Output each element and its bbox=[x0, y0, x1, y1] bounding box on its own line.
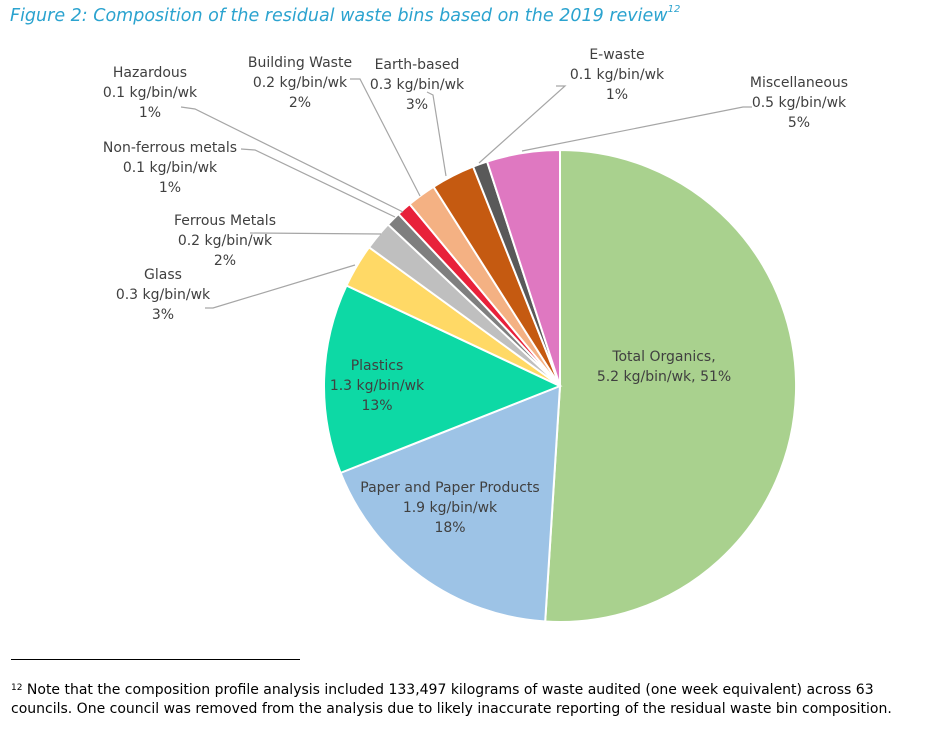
pie-label-ferrous-metals: Ferrous Metals 0.2 kg/bin/wk 2% bbox=[174, 213, 276, 269]
pie-slices bbox=[323, 148, 798, 623]
leader-line-building-waste bbox=[350, 78, 421, 197]
leader-line-hazardous bbox=[180, 106, 404, 213]
pie-slice-total-organics bbox=[544, 148, 798, 623]
leader-line-miscellaneous bbox=[521, 106, 752, 152]
pie-label-glass: Glass 0.3 kg/bin/wk 3% bbox=[116, 267, 211, 323]
footnote: 12 Note that the composition profile ana… bbox=[11, 681, 936, 719]
pie-leader-lines bbox=[180, 78, 752, 309]
pie-label-e-waste: E-waste 0.1 kg/bin/wk 1% bbox=[570, 47, 665, 103]
pie-label-non-ferrous-metals: Non-ferrous metals 0.1 kg/bin/wk 1% bbox=[103, 140, 237, 196]
figure-title: Figure 2: Composition of the residual wa… bbox=[10, 4, 681, 26]
pie-label-hazardous: Hazardous 0.1 kg/bin/wk 1% bbox=[103, 65, 198, 121]
footnote-ref: 12 bbox=[11, 683, 23, 693]
leader-line-ferrous-metals bbox=[249, 232, 382, 235]
pie-slice-plastics bbox=[323, 284, 563, 475]
leader-line-glass bbox=[205, 264, 356, 309]
figure-title-text: Figure 2: Composition of the residual wa… bbox=[10, 6, 668, 26]
pie-label-paper-and-paper-products: Paper and Paper Products 1.9 kg/bin/wk 18% bbox=[360, 480, 539, 536]
leader-line-non-ferrous-metals bbox=[240, 148, 396, 218]
pie-label-building-waste: Building Waste 0.2 kg/bin/wk 2% bbox=[248, 55, 352, 111]
pie-label-plastics: Plastics 1.3 kg/bin/wk 13% bbox=[330, 358, 425, 414]
pie-label-total-organics: Total Organics, 5.2 kg/bin/wk, 51% bbox=[597, 349, 731, 385]
leader-line-earth-based bbox=[426, 91, 447, 177]
pie-chart: Total Organics, 5.2 kg/bin/wk, 51% Paper a… bbox=[103, 47, 848, 623]
pie-labels: Total Organics, 5.2 kg/bin/wk, 51% Paper a… bbox=[103, 47, 848, 536]
pie-slice-miscellaneous bbox=[485, 148, 561, 387]
pie-slice-paper-and-paper-products bbox=[339, 384, 562, 623]
pie-label-miscellaneous: Miscellaneous 0.5 kg/bin/wk 5% bbox=[750, 75, 848, 131]
footnote-separator bbox=[11, 659, 300, 660]
pie-label-earth-based: Earth-based 0.3 kg/bin/wk 3% bbox=[370, 57, 465, 113]
leader-line-e-waste bbox=[478, 85, 567, 164]
footnote-text: Note that the composition profile analys… bbox=[11, 682, 892, 717]
figure-title-footnote-ref: 12 bbox=[667, 4, 681, 15]
